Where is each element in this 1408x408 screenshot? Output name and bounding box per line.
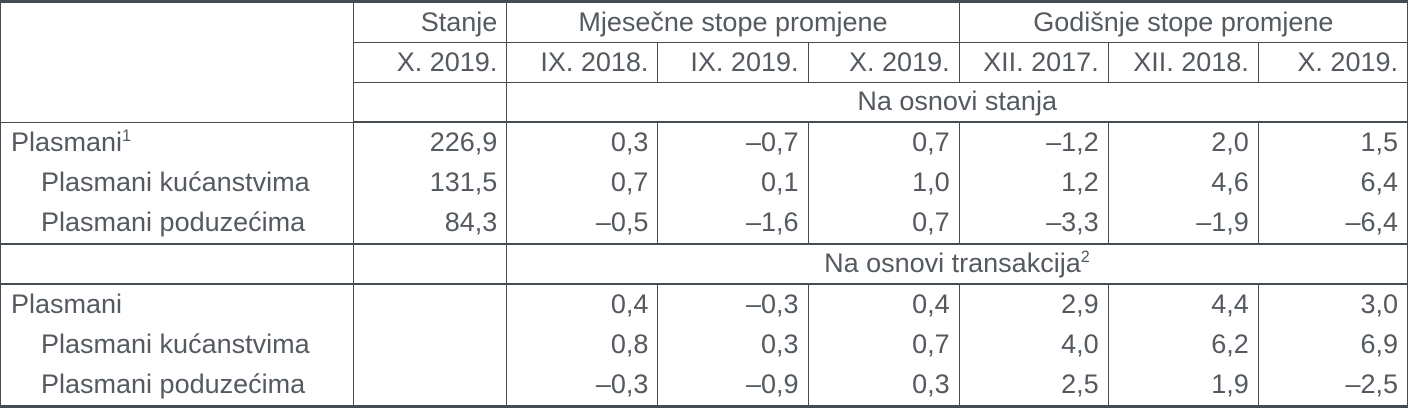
rate-value: –1,2 bbox=[959, 122, 1109, 163]
col-group-monthly: Mjesečne stope promjene bbox=[506, 1, 960, 43]
rate-value: 0,4 bbox=[506, 284, 659, 325]
table-row-plasmani-kucanstvima: Plasmani kućanstvima 0,8 0,3 0,7 4,0 6,2… bbox=[0, 325, 1408, 365]
rate-value: –0,3 bbox=[657, 284, 809, 325]
rate-value: –0,7 bbox=[657, 122, 809, 163]
rate-value: 2,0 bbox=[1108, 122, 1259, 163]
row-label: Plasmani kućanstvima bbox=[0, 163, 355, 203]
rate-value: 1,5 bbox=[1360, 127, 1398, 158]
rate-value: 0,7 bbox=[506, 163, 659, 203]
stanje-value bbox=[353, 365, 508, 407]
period-header: X. 2019. bbox=[1258, 42, 1408, 83]
stanje-value bbox=[353, 325, 508, 365]
section-title-text: Na osnovi transakcija bbox=[824, 248, 1081, 279]
rate-value: 2,9 bbox=[959, 284, 1109, 325]
corner-empty-cell bbox=[0, 1, 355, 123]
period-header: XII. 2018. bbox=[1108, 42, 1259, 83]
table-row-plasmani: Plasmani 0,4 –0,3 0,4 2,9 4,4 3,0 bbox=[0, 284, 1408, 325]
footnote-marker: 2 bbox=[1080, 248, 1091, 267]
period-header: IX. 2018. bbox=[506, 42, 659, 83]
rate-value: 2,5 bbox=[959, 365, 1109, 407]
row-label: Plasmani poduzećima bbox=[0, 365, 355, 407]
empty-cell bbox=[353, 244, 508, 285]
rate-value: –6,4 bbox=[1258, 203, 1408, 245]
table-row-plasmani: Plasmani1 226,9 0,3 –0,7 0,7 –1,2 2,0 1,… bbox=[0, 122, 1408, 163]
rate-value: 6,2 bbox=[1108, 325, 1259, 365]
row-label: Plasmani kućanstvima bbox=[0, 325, 355, 365]
section-header-row: Na osnovi stanja bbox=[1, 82, 1408, 123]
period-header-stanje: X. 2019. bbox=[353, 42, 508, 83]
rate-value: 0,3 bbox=[808, 365, 960, 407]
col-group-yearly: Godišnje stope promjene bbox=[959, 1, 1408, 43]
rate-value: 6,9 bbox=[1360, 329, 1398, 360]
empty-cell bbox=[353, 82, 508, 123]
footnote-marker: 1 bbox=[122, 126, 132, 145]
rate-value: 4,4 bbox=[1108, 284, 1259, 325]
table-row-plasmani-kucanstvima: Plasmani kućanstvima 131,5 0,7 0,1 1,0 1… bbox=[0, 163, 1408, 203]
stanje-value: 84,3 bbox=[353, 203, 508, 245]
section-title-transakcija: Na osnovi transakcija2 bbox=[506, 244, 1408, 285]
rate-value: 0,3 bbox=[506, 122, 659, 163]
section-title-stanja: Na osnovi stanja bbox=[506, 82, 1408, 123]
table-header-row-groups: Stanje Mjesečne stope promjene Godišnje … bbox=[0, 1, 1408, 123]
period-header: IX. 2019. bbox=[657, 42, 809, 83]
rate-value: –1,9 bbox=[1108, 203, 1259, 245]
rate-value: 4,0 bbox=[959, 325, 1109, 365]
rate-value: –3,3 bbox=[959, 203, 1109, 245]
row-label: Plasmani1 bbox=[0, 122, 355, 163]
stanje-value: 226,9 bbox=[353, 122, 508, 163]
rate-value: –0,3 bbox=[506, 365, 659, 407]
rate-value: –0,9 bbox=[657, 365, 809, 407]
row-label: Plasmani bbox=[0, 284, 355, 325]
rate-value: 0,1 bbox=[657, 163, 809, 203]
rate-value: 1,9 bbox=[1108, 365, 1259, 407]
col-header-stanje: Stanje bbox=[353, 1, 508, 43]
rate-value: 1,2 bbox=[959, 163, 1109, 203]
rate-value: 4,6 bbox=[1108, 163, 1259, 203]
row-label: Plasmani poduzećima bbox=[0, 203, 355, 245]
rate-value: 3,0 bbox=[1360, 289, 1398, 320]
period-header: XII. 2017. bbox=[959, 42, 1109, 83]
stanje-value: 131,5 bbox=[353, 163, 508, 203]
rate-value: 0,7 bbox=[808, 325, 960, 365]
table-header-row-periods: X. 2019. IX. 2018. IX. 2019. X. 2019. XI… bbox=[1, 42, 1408, 83]
row-label-text: Plasmani bbox=[11, 126, 123, 157]
rate-value: 1,0 bbox=[808, 163, 960, 203]
period-header: X. 2019. bbox=[808, 42, 960, 83]
rate-value: 0,8 bbox=[506, 325, 659, 365]
rate-value: 0,7 bbox=[808, 203, 960, 245]
rate-value: 0,7 bbox=[808, 122, 960, 163]
rate-value: –0,5 bbox=[506, 203, 659, 245]
rate-value: 0,3 bbox=[657, 325, 809, 365]
section-header-row: Na osnovi transakcija2 bbox=[0, 244, 1408, 285]
table-row-plasmani-poduzecima: Plasmani poduzećima –0,3 –0,9 0,3 2,5 1,… bbox=[0, 365, 1408, 407]
rate-value: –2,5 bbox=[1345, 369, 1398, 400]
rate-value: 6,4 bbox=[1360, 167, 1398, 198]
table-row-plasmani-poduzecima: Plasmani poduzećima 84,3 –0,5 –1,6 0,7 –… bbox=[0, 203, 1408, 245]
empty-cell bbox=[0, 244, 355, 285]
rate-value: –1,6 bbox=[657, 203, 809, 245]
section-title-text: Na osnovi stanja bbox=[857, 86, 1057, 117]
stanje-value bbox=[353, 284, 508, 325]
rate-value: 0,4 bbox=[808, 284, 960, 325]
